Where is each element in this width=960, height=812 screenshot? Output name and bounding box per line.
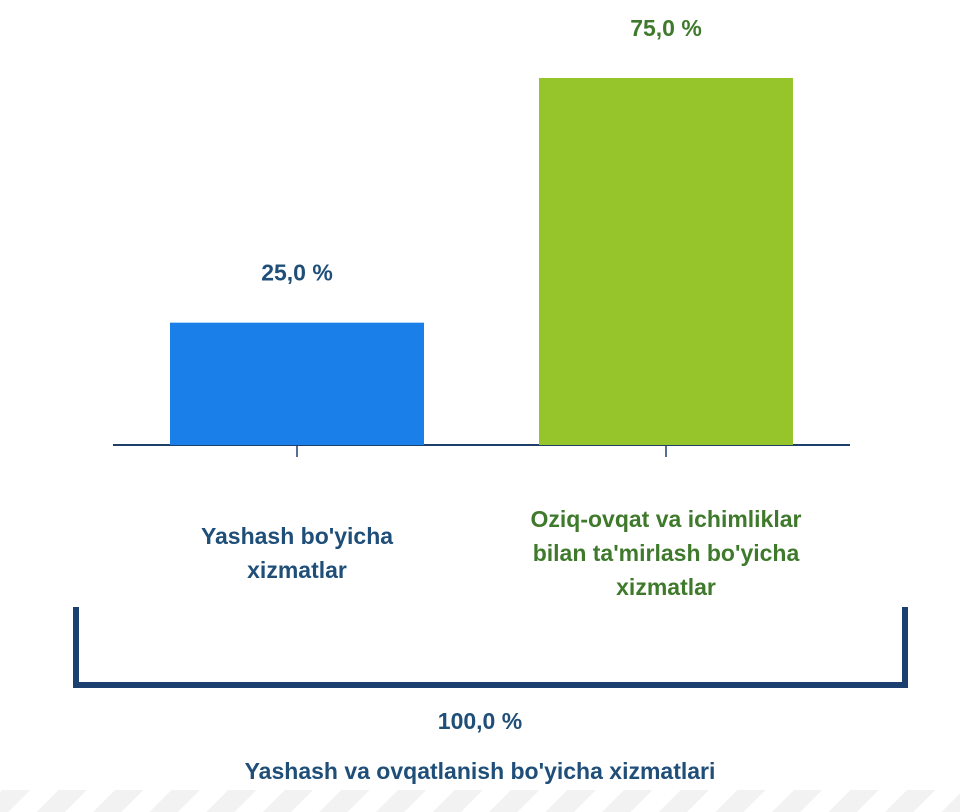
bar: [170, 322, 424, 445]
bar: [539, 78, 793, 445]
x-tick-label: Yashash bo'yicha xizmatlar: [200, 523, 394, 583]
value-label: 25,0 %: [261, 260, 333, 286]
x-axis-label: Yashash va ovqatlanish bo'yicha xizmatla…: [245, 758, 716, 784]
background-stripes: [0, 790, 960, 812]
bracket: [73, 607, 908, 688]
total-label: 100,0 %: [438, 708, 522, 734]
x-tick-label: Oziq-ovqat va ichimliklar bilan ta'mirla…: [530, 506, 802, 600]
value-label: 75,0 %: [630, 15, 702, 41]
